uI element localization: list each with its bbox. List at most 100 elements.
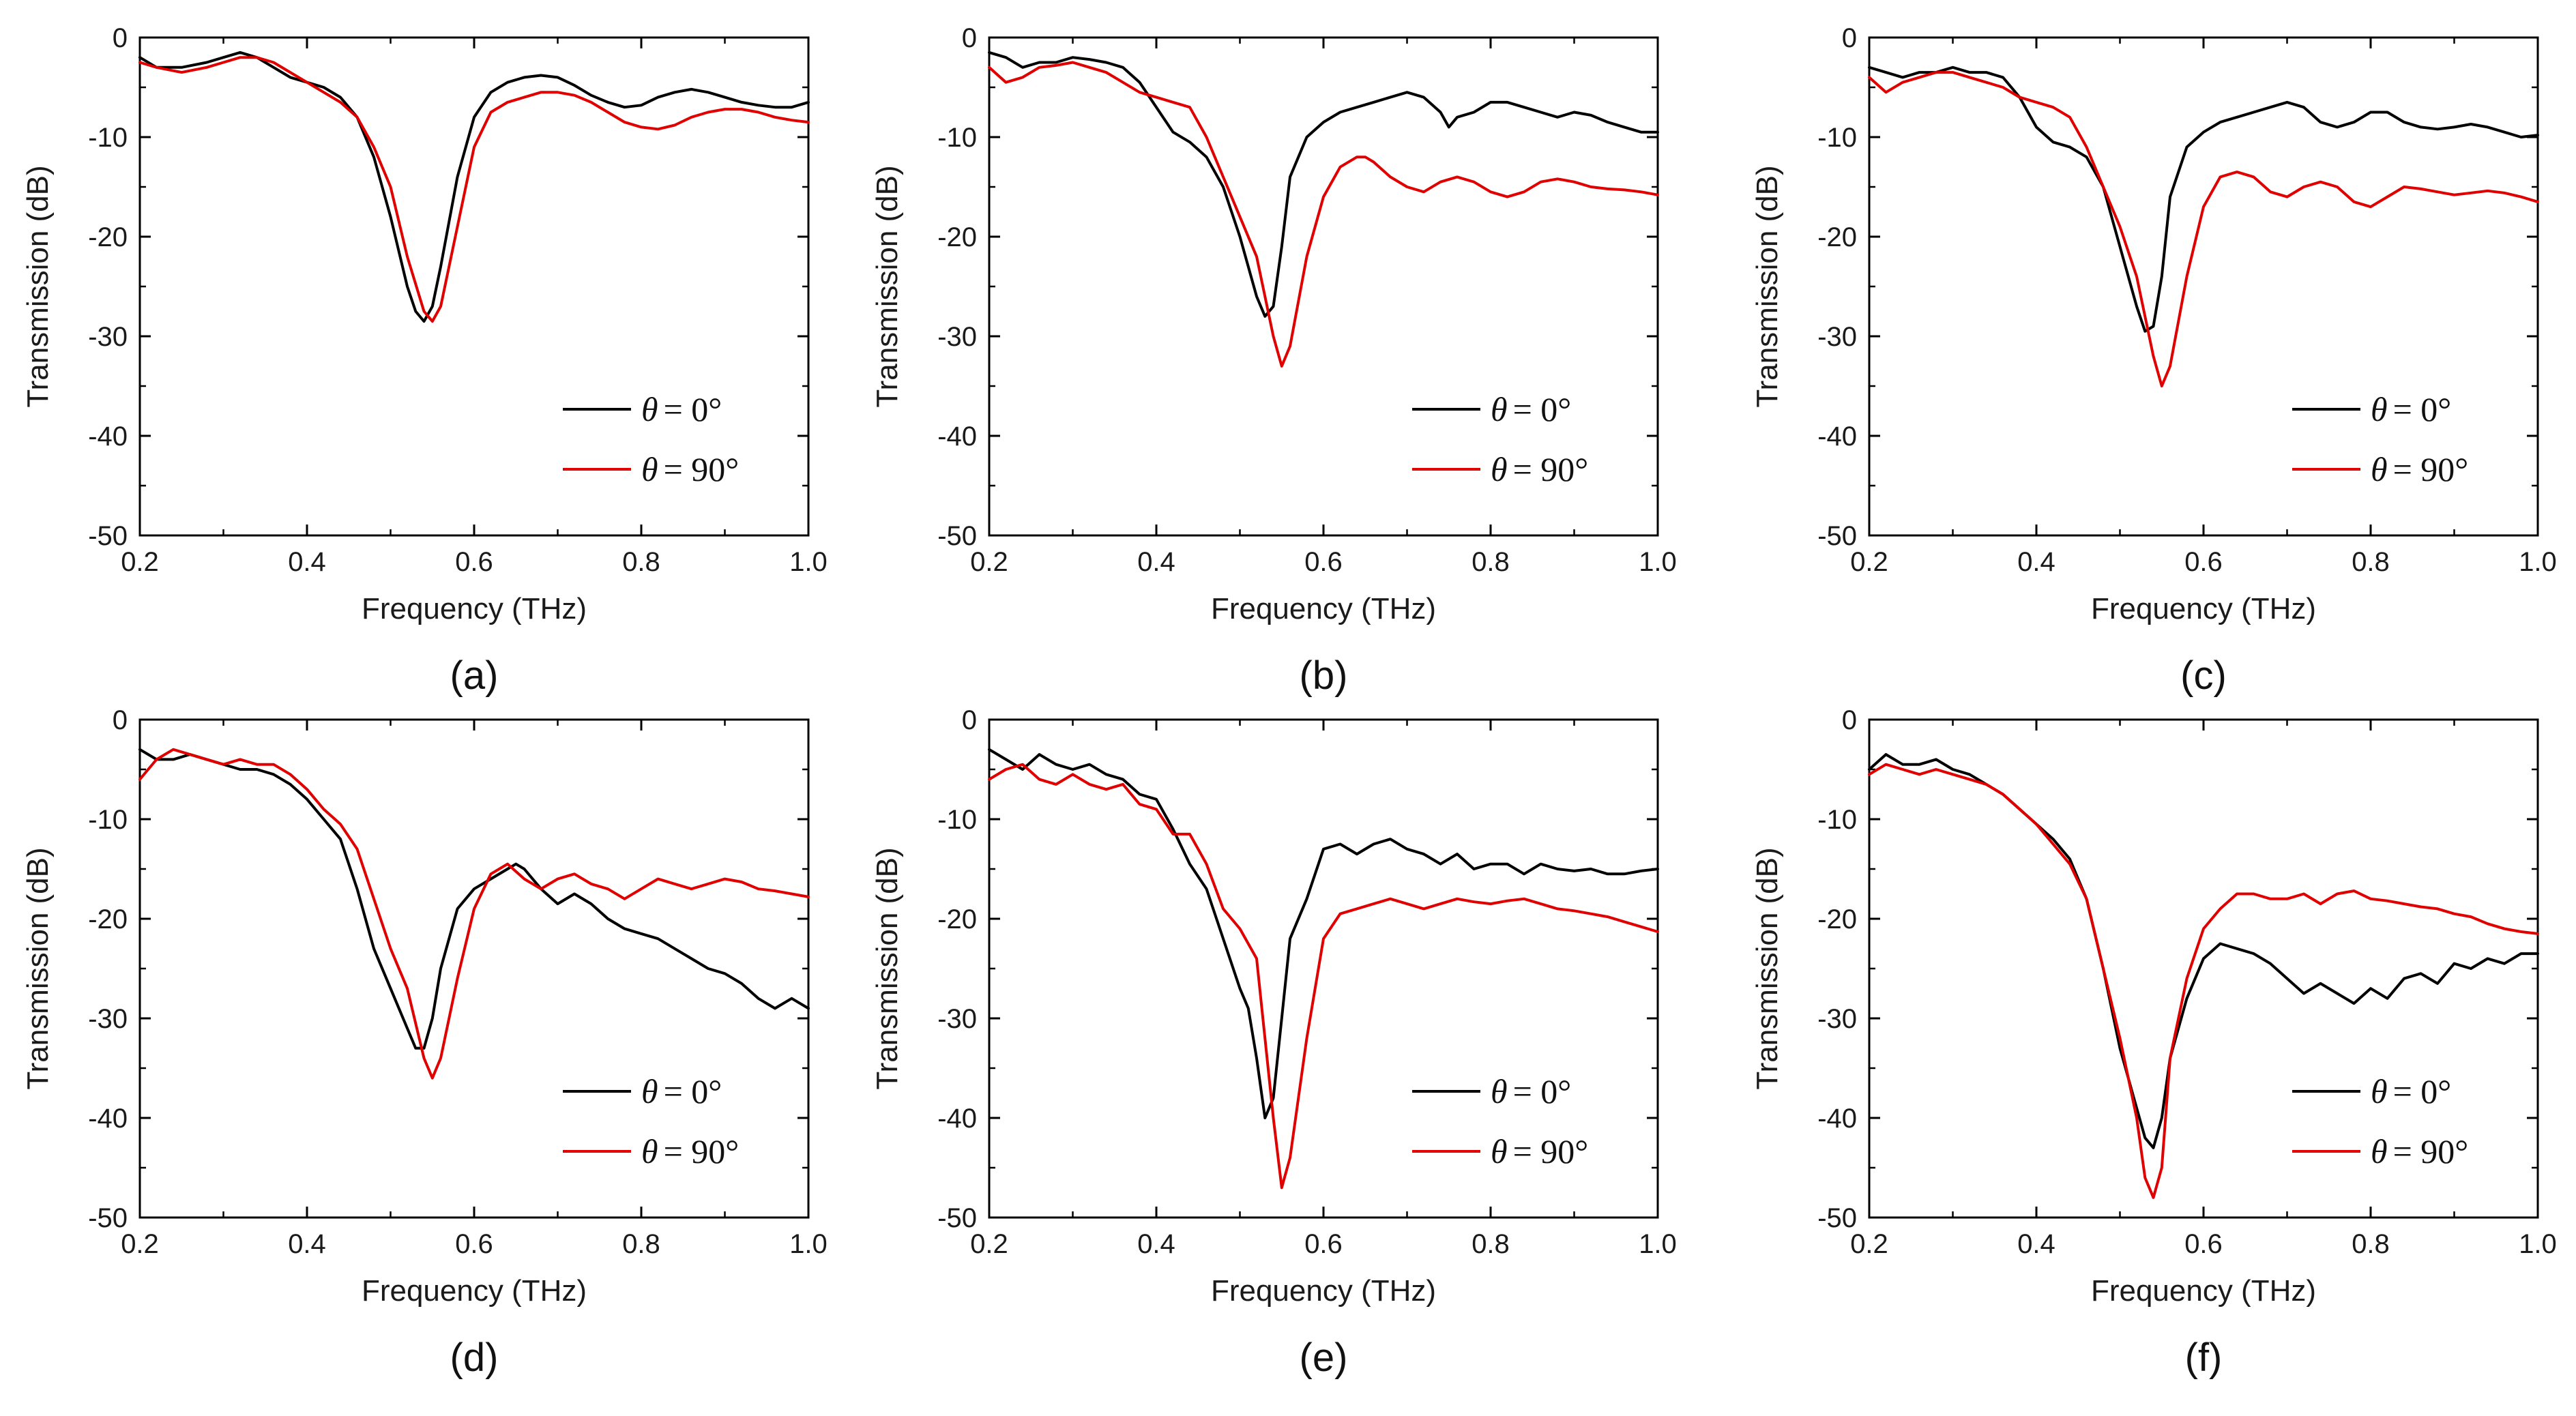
x-axis-label: Frequency (THz) [1211, 592, 1436, 625]
legend-theta: θ [2371, 450, 2388, 488]
y-tick-label: -20 [88, 904, 128, 934]
x-tick-label: 0.2 [970, 1229, 1008, 1259]
chart-svg: 0.2 0.4 0.6 0.8 1.0 0 -10 -20 -30 -40 -50 Frequency… [21, 23, 828, 698]
y-tick-label: -50 [937, 1203, 977, 1233]
x-tick-label: 1.0 [2519, 1229, 2557, 1259]
y-tick-label: -30 [88, 322, 128, 352]
y-tick-label: -50 [1817, 1203, 1857, 1233]
y-tick-label: 0 [962, 705, 977, 735]
y-tick-label: -40 [88, 1104, 128, 1134]
x-tick-label: 0.6 [2184, 547, 2223, 577]
legend-label-theta-90: θ = 90° [1491, 450, 1588, 488]
x-axis-label: Frequency (THz) [362, 1274, 587, 1308]
x-tick-label: 1.0 [789, 547, 828, 577]
y-tick-label: -50 [88, 521, 128, 551]
x-tick-label: 0.8 [1472, 1229, 1510, 1259]
series-line-theta-0 [988, 748, 1659, 1119]
legend-label-theta-90: θ = 90° [1491, 1132, 1588, 1170]
y-tick-label: -20 [1817, 222, 1857, 252]
legend-label-theta-90: θ = 90° [2371, 1132, 2468, 1170]
series-line-theta-90 [988, 61, 1659, 368]
x-tick-label: 0.8 [1472, 547, 1510, 577]
panel-label: (b) [1300, 653, 1348, 698]
y-tick-label: 0 [113, 23, 128, 53]
legend-label-theta-0: θ = 0° [1491, 1072, 1571, 1110]
legend-theta: θ [641, 1132, 658, 1170]
y-tick-label: -10 [1817, 805, 1857, 835]
legend-theta: θ [641, 390, 658, 428]
x-axis-label: Frequency (THz) [362, 592, 587, 625]
series-line-theta-0 [1868, 65, 2539, 333]
legend-label-theta-0: θ = 0° [641, 1072, 722, 1110]
legend-value: = 0° [1513, 390, 1572, 428]
legend-theta: θ [1491, 390, 1508, 428]
y-tick-label: -50 [937, 521, 977, 551]
legend-theta: θ [2371, 390, 2388, 428]
x-tick-label: 0.6 [2184, 1229, 2223, 1259]
panel-b: 0.2 0.4 0.6 0.8 1.0 0 -10 -20 -30 -40 -50 Frequency… [849, 0, 1695, 708]
legend-label-theta-0: θ = 0° [1491, 390, 1571, 428]
legend-value: = 90° [2393, 450, 2469, 488]
y-tick-label: -10 [88, 123, 128, 153]
panel-c: 0.2 0.4 0.6 0.8 1.0 0 -10 -20 -30 -40 -50 Frequency… [1729, 0, 2575, 708]
legend-value: = 0° [664, 1072, 722, 1110]
series-line-theta-90 [138, 56, 810, 323]
y-tick-label: 0 [113, 705, 128, 735]
x-tick-label: 0.4 [1137, 547, 1175, 577]
chart-svg: 0.2 0.4 0.6 0.8 1.0 0 -10 -20 -30 -40 -50 Frequency… [21, 705, 828, 1380]
series-line-theta-0 [138, 50, 810, 323]
x-tick-label: 0.2 [121, 1229, 159, 1259]
legend-value: = 90° [2393, 1132, 2469, 1170]
x-tick-label: 0.6 [1304, 1229, 1343, 1259]
legend-label-theta-0: θ = 0° [2371, 390, 2451, 428]
x-tick-label: 0.2 [970, 547, 1008, 577]
y-tick-label: -20 [1817, 904, 1857, 934]
panel-label: (c) [2180, 653, 2227, 698]
legend-value: = 90° [664, 450, 740, 488]
y-tick-label: -30 [1817, 1004, 1857, 1034]
legend-label-theta-90: θ = 90° [641, 1132, 739, 1170]
series-line-theta-90 [1868, 71, 2539, 387]
panel-f: 0.2 0.4 0.6 0.8 1.0 0 -10 -20 -30 -40 -50 Frequency… [1729, 682, 2575, 1390]
legend-theta: θ [641, 450, 658, 488]
x-tick-label: 0.2 [1850, 547, 1888, 577]
y-tick-label: -20 [937, 222, 977, 252]
y-tick-label: -20 [88, 222, 128, 252]
x-tick-label: 0.4 [2017, 547, 2055, 577]
y-axis-label: Transmission (dB) [21, 847, 55, 1089]
legend-theta: θ [1491, 450, 1508, 488]
panel-a: 0.2 0.4 0.6 0.8 1.0 0 -10 -20 -30 -40 -50 Frequency… [0, 0, 846, 708]
y-tick-label: -20 [937, 904, 977, 934]
x-tick-label: 1.0 [2519, 547, 2557, 577]
legend-value: = 0° [664, 390, 722, 428]
y-tick-label: -40 [1817, 422, 1857, 452]
x-tick-label: 0.4 [1137, 1229, 1175, 1259]
legend-value: = 0° [2393, 1072, 2452, 1110]
panel-label: (e) [1300, 1336, 1348, 1380]
series-line-theta-0 [988, 50, 1659, 318]
x-axis-label: Frequency (THz) [2091, 592, 2316, 625]
panel-label: (a) [450, 653, 499, 698]
x-tick-label: 0.6 [455, 547, 493, 577]
series-line-theta-90 [988, 763, 1659, 1190]
x-axis-label: Frequency (THz) [1211, 1274, 1436, 1308]
y-axis-label: Transmission (dB) [1751, 165, 1784, 407]
y-tick-label: -30 [937, 322, 977, 352]
x-tick-label: 0.6 [455, 1229, 493, 1259]
y-tick-label: -40 [937, 1104, 977, 1134]
x-tick-label: 0.4 [288, 1229, 326, 1259]
x-tick-label: 1.0 [789, 1229, 828, 1259]
legend-label-theta-90: θ = 90° [641, 450, 739, 488]
x-tick-label: 0.4 [288, 547, 326, 577]
y-axis-label: Transmission (dB) [870, 847, 904, 1089]
legend-theta: θ [1491, 1072, 1508, 1110]
x-tick-label: 0.4 [2017, 1229, 2055, 1259]
y-tick-label: -10 [937, 123, 977, 153]
y-axis-label: Transmission (dB) [870, 165, 904, 407]
legend-theta: θ [2371, 1132, 2388, 1170]
chart-svg: 0.2 0.4 0.6 0.8 1.0 0 -10 -20 -30 -40 -50 Frequency… [1751, 705, 2557, 1380]
legend-value: = 0° [1513, 1072, 1572, 1110]
y-tick-label: -40 [88, 422, 128, 452]
legend-label-theta-90: θ = 90° [2371, 450, 2468, 488]
